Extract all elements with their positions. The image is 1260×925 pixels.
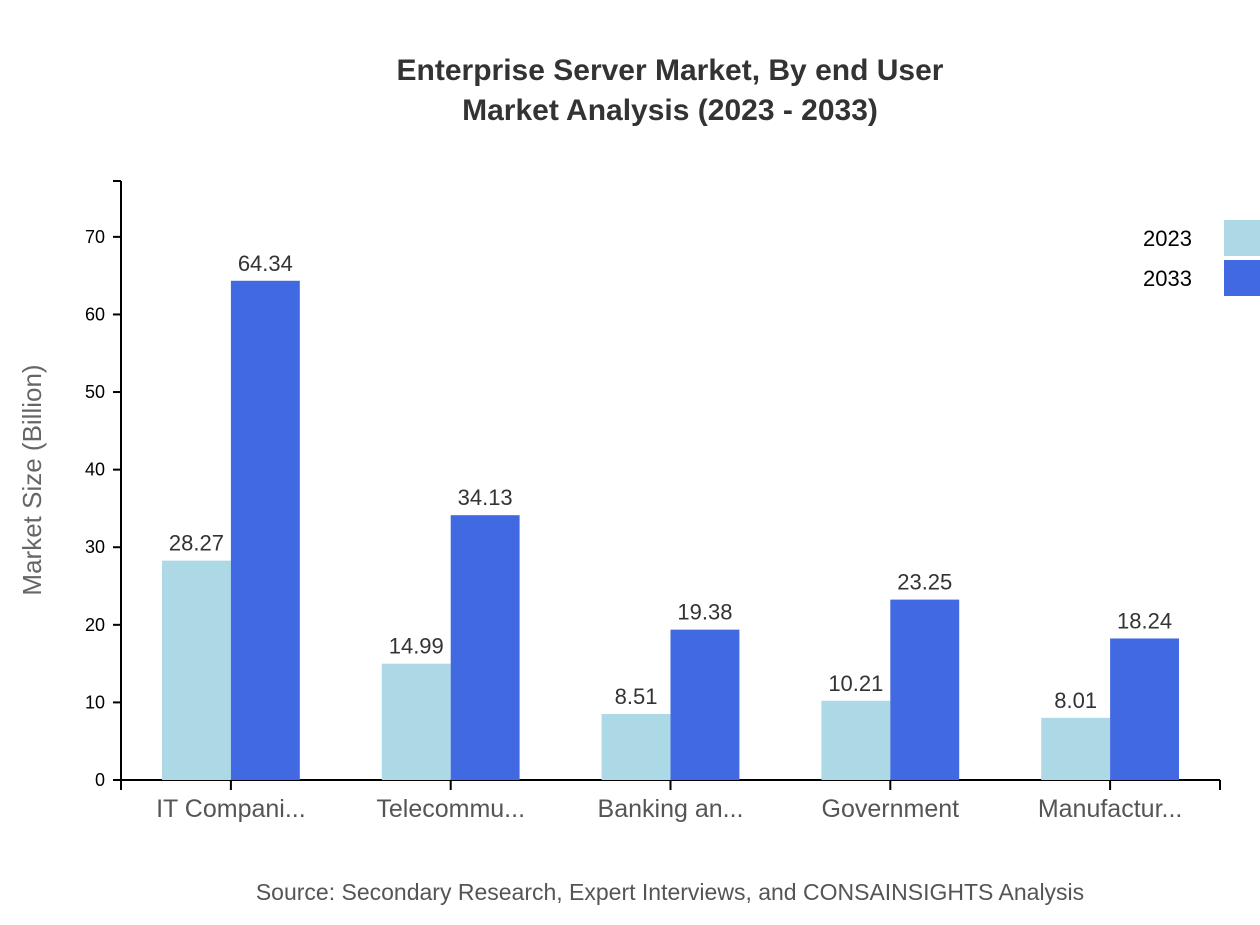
chart-title: Enterprise Server Market, By end User xyxy=(397,54,944,87)
data-label: 23.25 xyxy=(897,570,952,595)
x-tick-label: Banking an... xyxy=(598,795,744,823)
y-tick-label: 0 xyxy=(95,770,105,790)
x-tick-label: Telecommu... xyxy=(376,795,525,823)
y-tick-label: 20 xyxy=(85,615,105,635)
bar-2033 xyxy=(670,629,740,780)
data-label: 8.51 xyxy=(615,684,658,709)
data-label: 64.34 xyxy=(238,251,293,276)
bar-2033 xyxy=(230,280,300,780)
legend-swatch-2023 xyxy=(1224,220,1260,256)
x-tick-label: IT Compani... xyxy=(156,795,306,823)
data-label: 34.13 xyxy=(458,485,513,510)
bar-2023 xyxy=(1041,717,1111,780)
data-label: 28.27 xyxy=(169,531,224,556)
data-label: 18.24 xyxy=(1117,608,1172,633)
legend-label-2033: 2033 xyxy=(1143,266,1192,291)
x-tick-label: Government xyxy=(822,795,960,823)
legend-label-2023: 2023 xyxy=(1143,226,1192,251)
y-tick-label: 50 xyxy=(85,382,105,402)
bar-2023 xyxy=(821,700,891,780)
y-tick-label: 40 xyxy=(85,460,105,480)
bar-2033 xyxy=(1110,638,1179,780)
y-tick-label: 30 xyxy=(85,537,105,557)
source-note: Source: Secondary Research, Expert Inter… xyxy=(256,879,1084,905)
data-label: 19.38 xyxy=(677,600,732,625)
y-axis-title: Market Size (Billion) xyxy=(17,364,47,595)
bar-2033 xyxy=(450,515,520,780)
y-tick-label: 60 xyxy=(85,304,105,324)
bar-2023 xyxy=(601,713,671,780)
bar-2023 xyxy=(381,663,451,780)
bar-2033 xyxy=(890,599,960,780)
x-tick-label: Manufactur... xyxy=(1038,795,1183,823)
data-label: 8.01 xyxy=(1054,688,1097,713)
bar-2023 xyxy=(162,560,231,780)
y-tick-label: 10 xyxy=(85,692,105,712)
chart-subtitle: Market Analysis (2023 - 2033) xyxy=(462,94,878,127)
y-tick-label: 70 xyxy=(85,227,105,247)
legend-swatch-2033 xyxy=(1224,260,1260,296)
data-label: 14.99 xyxy=(389,634,444,659)
data-label: 10.21 xyxy=(828,671,883,696)
